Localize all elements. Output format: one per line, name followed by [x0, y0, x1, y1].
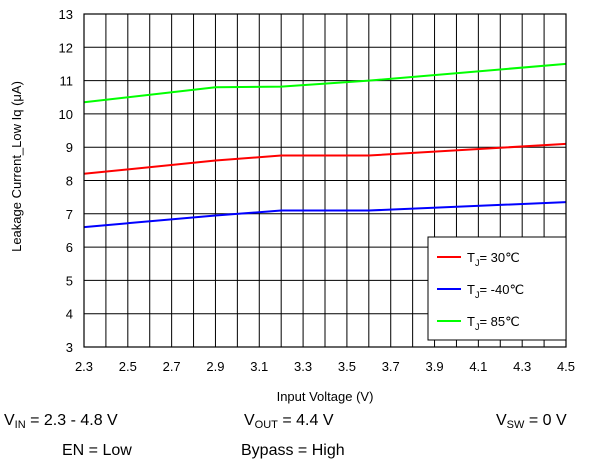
legend-label-2: TJ= 85℃	[467, 314, 520, 332]
y-axis-title: Leakage Current_Low Iq (μA)	[9, 81, 24, 252]
y-tick-label: 12	[59, 40, 73, 55]
x-tick-label: 3.9	[426, 359, 444, 374]
y-tick-label: 9	[66, 140, 73, 155]
legend: TJ= 30℃ TJ= -40℃ TJ= 85℃	[427, 236, 567, 341]
y-tick-label: 13	[59, 7, 73, 22]
x-tick-label: 2.5	[119, 359, 137, 374]
vsw-condition: VSW = 0 V	[496, 412, 567, 431]
bypass-condition: Bypass = High	[241, 442, 345, 459]
y-tick-label: 7	[66, 207, 73, 222]
x-tick-label: 2.9	[206, 359, 224, 374]
x-tick-label: 3.7	[382, 359, 400, 374]
plot-frame	[83, 13, 567, 348]
x-tick-label: 2.3	[75, 359, 93, 374]
series-line-2	[83, 62, 567, 104]
vin-condition: VIN = 2.3 - 4.8 V	[4, 412, 118, 431]
legend-label-0: TJ= 30℃	[467, 250, 520, 268]
series-layer	[83, 62, 567, 229]
y-tick-labels: 3 4 5 6 7 8 9 10 11 12 13	[59, 7, 73, 355]
legend-label-1: TJ= -40℃	[467, 282, 524, 300]
x-tick-labels: 2.3 2.5 2.7 2.9 3.1 3.3 3.5 3.7 3.9 4.1 4.3 4.5	[75, 359, 575, 374]
y-tick-label: 11	[60, 74, 74, 89]
x-axis-title: Input Voltage (V)	[277, 389, 374, 404]
en-condition: EN = Low	[62, 442, 132, 459]
y-tick-label: 3	[66, 340, 73, 355]
y-tick-label: 10	[59, 107, 73, 122]
x-tick-label: 3.1	[250, 359, 268, 374]
series-line-0	[83, 142, 567, 175]
y-tick-label: 8	[66, 174, 73, 189]
x-tick-label: 3.3	[294, 359, 312, 374]
x-tick-label: 4.1	[469, 359, 487, 374]
chart: 2.3 2.5 2.7 2.9 3.1 3.3 3.5 3.7 3.9 4.1 4.3 4.5 3 4 5…	[9, 7, 575, 404]
x-tick-label: 4.3	[513, 359, 531, 374]
x-tick-label: 3.5	[338, 359, 356, 374]
y-tick-label: 6	[66, 240, 73, 255]
x-tick-label: 2.7	[163, 359, 181, 374]
vout-condition: VOUT = 4.4 V	[244, 412, 334, 431]
y-tick-label: 5	[66, 273, 73, 288]
y-tick-label: 4	[66, 307, 73, 322]
series-line-1	[83, 201, 567, 229]
x-tick-label: 4.5	[557, 359, 575, 374]
